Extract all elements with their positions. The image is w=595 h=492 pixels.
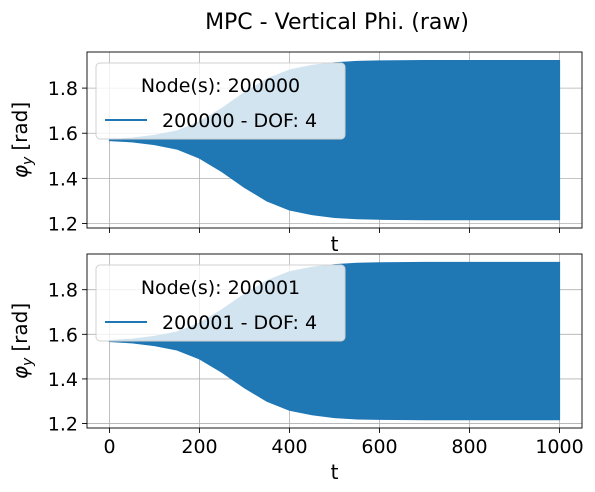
axes-frame	[86, 51, 583, 229]
subplot-top: 1.2 1.4 1.6 1.8 t φy [rad] Node(s): 200000 20000…	[8, 51, 583, 256]
y-tick-label: 1.2	[48, 213, 78, 235]
y-axis-label-unit: [rad]	[8, 102, 32, 151]
x-axis-label: t	[331, 232, 339, 256]
legend-box	[95, 264, 346, 342]
y-tick-label: 1.6	[48, 324, 78, 346]
x-tick-label: 400	[271, 436, 307, 458]
x-tick-label: 800	[451, 436, 487, 458]
legend: Node(s): 200000 200000 - DOF: 4	[95, 62, 346, 140]
y-tick-label: 1.8	[48, 280, 78, 302]
y-tick-label: 1.4	[48, 369, 78, 391]
y-axis-label-subscript: y	[20, 357, 36, 367]
legend: Node(s): 200001 200001 - DOF: 4	[95, 264, 346, 342]
y-axis-label: φy [rad]	[8, 102, 36, 178]
x-tick-label: 600	[361, 436, 397, 458]
x-axis-label: t	[331, 460, 339, 484]
legend-title: Node(s): 200001	[141, 277, 300, 299]
legend-entry-label: 200001 - DOF: 4	[162, 312, 317, 334]
y-tick-label: 1.4	[48, 168, 78, 190]
x-tick-label: 0	[103, 436, 115, 458]
axes-frame	[86, 253, 583, 429]
y-tick-label: 1.6	[48, 123, 78, 145]
legend-title: Node(s): 200000	[141, 75, 300, 97]
legend-box	[95, 62, 346, 140]
y-tick-label: 1.8	[48, 78, 78, 100]
subplot-bottom: 0 200 400 600 800 1000 1.2 1.4 1.6 1.8 t φy [rad] Nod…	[8, 253, 584, 484]
legend-entry-label: 200000 - DOF: 4	[162, 110, 317, 132]
x-tick-label: 200	[181, 436, 217, 458]
y-axis-label-subscript: y	[20, 156, 36, 166]
y-tick-label: 1.2	[48, 414, 78, 436]
x-tick-label: 1000	[535, 436, 583, 458]
y-axis-label-symbol: φ	[8, 366, 32, 379]
y-axis-label-unit: [rad]	[8, 303, 32, 352]
y-axis-label: φy [rad]	[8, 303, 36, 379]
y-axis-label-symbol: φ	[8, 165, 32, 178]
figure-title: MPC - Vertical Phi. (raw)	[205, 10, 469, 35]
